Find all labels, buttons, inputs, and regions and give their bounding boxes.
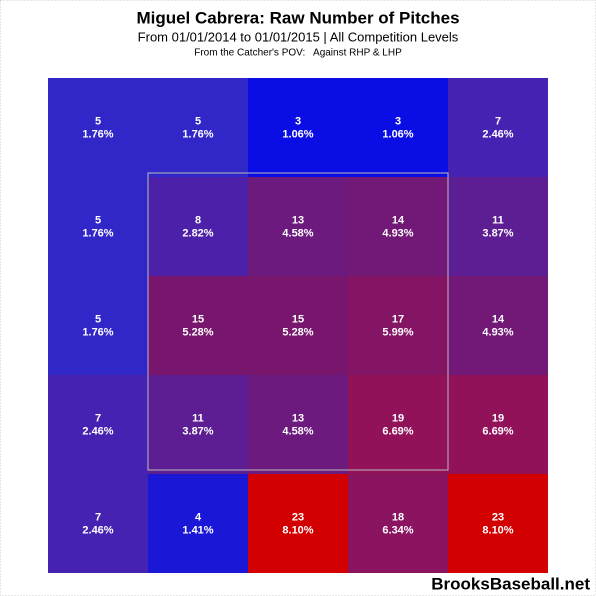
cell-percent: 5.28% xyxy=(182,326,213,338)
cell xyxy=(348,177,448,276)
cell xyxy=(448,474,548,573)
cell-percent: 1.06% xyxy=(382,128,413,140)
cell-count: 3 xyxy=(295,115,301,127)
cell-count: 14 xyxy=(492,313,505,325)
cell-percent: 5.28% xyxy=(282,326,313,338)
cell xyxy=(448,78,548,177)
cell-count: 19 xyxy=(392,412,404,424)
cell-count: 14 xyxy=(392,214,405,226)
cell xyxy=(48,375,148,474)
cell-count: 7 xyxy=(95,511,101,523)
cell xyxy=(148,375,248,474)
cell-percent: 2.46% xyxy=(482,128,513,140)
cell xyxy=(148,276,248,375)
cell-percent: 4.93% xyxy=(482,326,513,338)
cell-count: 23 xyxy=(292,511,304,523)
cell-percent: 1.41% xyxy=(182,524,213,536)
cell xyxy=(148,78,248,177)
cell xyxy=(248,375,348,474)
cell-count: 13 xyxy=(292,412,304,424)
cell-percent: 3.87% xyxy=(482,227,513,239)
cell-percent: 8.10% xyxy=(282,524,313,536)
cell-percent: 6.69% xyxy=(382,425,413,437)
cell-percent: 3.87% xyxy=(182,425,213,437)
cell xyxy=(348,474,448,573)
grid: 51.76%51.76%31.06%31.06%72.46%51.76%82.8… xyxy=(48,78,548,573)
cell xyxy=(48,474,148,573)
cell-percent: 1.76% xyxy=(82,128,113,140)
cell-percent: 6.34% xyxy=(382,524,413,536)
cell-percent: 8.10% xyxy=(482,524,513,536)
cell xyxy=(448,375,548,474)
watermark: BrooksBaseball.net xyxy=(431,574,590,593)
cell-count: 15 xyxy=(192,313,204,325)
cell-count: 13 xyxy=(292,214,304,226)
cell-count: 8 xyxy=(195,214,201,226)
cell-count: 18 xyxy=(392,511,404,523)
cell-percent: 5.99% xyxy=(382,326,413,338)
cell xyxy=(348,375,448,474)
cell xyxy=(48,177,148,276)
note: From the Catcher's POV: Against RHP & LH… xyxy=(194,48,402,59)
cell-percent: 1.76% xyxy=(82,326,113,338)
cell xyxy=(148,474,248,573)
cell xyxy=(448,177,548,276)
cell xyxy=(248,78,348,177)
cell-count: 19 xyxy=(492,412,504,424)
cell-count: 11 xyxy=(192,412,204,424)
cell-percent: 2.46% xyxy=(82,425,113,437)
cell xyxy=(48,276,148,375)
cell-percent: 4.58% xyxy=(282,227,313,239)
cell xyxy=(248,177,348,276)
cell-count: 23 xyxy=(492,511,504,523)
cell-count: 5 xyxy=(95,115,101,127)
cell-count: 4 xyxy=(195,511,202,523)
cell xyxy=(348,78,448,177)
cell xyxy=(248,276,348,375)
strike-zone xyxy=(147,172,449,471)
cell-count: 3 xyxy=(395,115,401,127)
cell-percent: 4.58% xyxy=(282,425,313,437)
cell-count: 15 xyxy=(292,313,304,325)
cell-count: 7 xyxy=(95,412,101,424)
cell xyxy=(148,177,248,276)
subtitle: From 01/01/2014 to 01/01/2015 | All Comp… xyxy=(138,29,459,44)
cell-count: 7 xyxy=(495,115,501,127)
cell-percent: 2.82% xyxy=(182,227,213,239)
cell xyxy=(248,474,348,573)
cell xyxy=(48,78,148,177)
cell-count: 5 xyxy=(95,214,101,226)
cell-percent: 6.69% xyxy=(482,425,513,437)
cell xyxy=(348,276,448,375)
cell-count: 5 xyxy=(195,115,201,127)
cell-percent: 1.06% xyxy=(282,128,313,140)
cell-percent: 4.93% xyxy=(382,227,413,239)
cell-percent: 2.46% xyxy=(82,524,113,536)
cell-count: 5 xyxy=(95,313,101,325)
cell xyxy=(448,276,548,375)
cell-count: 17 xyxy=(392,313,404,325)
cell-count: 11 xyxy=(492,214,504,226)
cell-percent: 1.76% xyxy=(82,227,113,239)
chart-title: Miguel Cabrera: Raw Number of Pitches xyxy=(136,8,459,27)
cell-percent: 1.76% xyxy=(182,128,213,140)
